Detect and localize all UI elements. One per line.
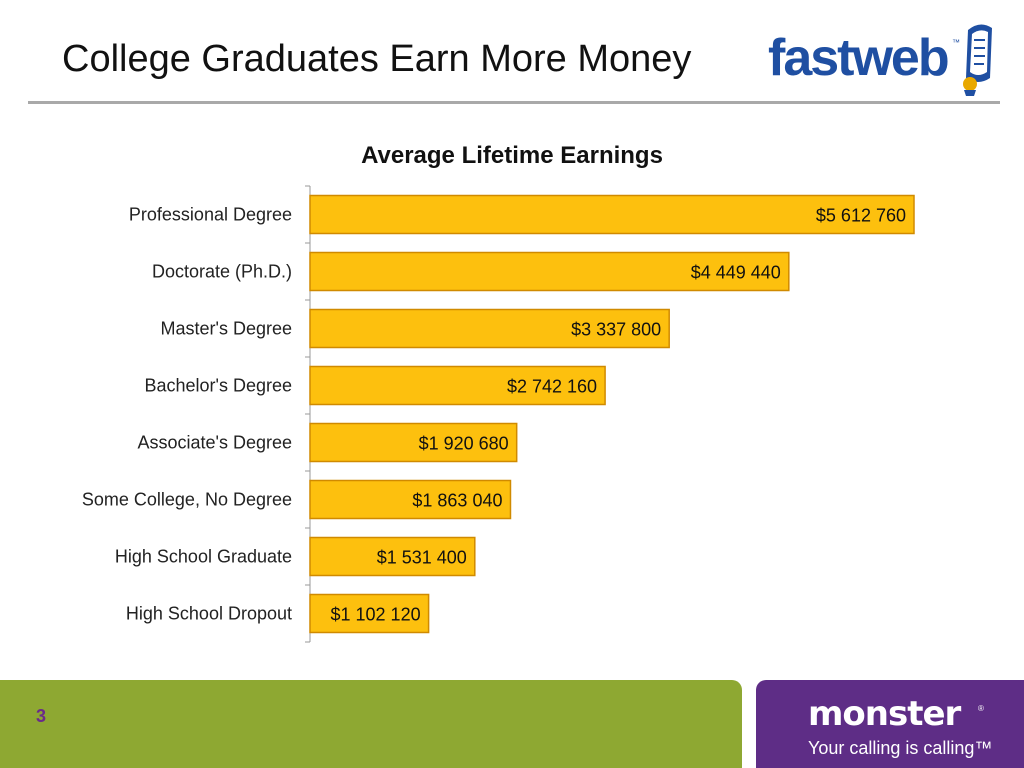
bar bbox=[309, 194, 915, 235]
footer-green-band bbox=[0, 680, 742, 768]
category-label: High School Graduate bbox=[115, 547, 292, 567]
data-label: $1 920 680 bbox=[419, 434, 509, 454]
slide-title: College Graduates Earn More Money bbox=[62, 38, 692, 80]
bar-chart: Average Lifetime Earnings Professional D… bbox=[0, 130, 1024, 660]
data-label: $4 449 440 bbox=[691, 263, 781, 283]
data-label: $2 742 160 bbox=[507, 377, 597, 397]
data-label: $1 863 040 bbox=[412, 491, 502, 511]
chart-plot: Professional Degree $5 612 760 Doctorate (… bbox=[82, 185, 915, 643]
category-label: Doctorate (Ph.D.) bbox=[152, 262, 292, 282]
bar bbox=[309, 308, 670, 349]
fastweb-logo: fastweb ™ bbox=[768, 18, 1004, 100]
fastweb-word-part2: web bbox=[852, 29, 949, 87]
footer-purple-band bbox=[756, 680, 1024, 768]
bar bbox=[309, 422, 518, 463]
scroll-icon bbox=[963, 24, 992, 96]
fastweb-trademark: ™ bbox=[952, 38, 960, 47]
category-label: Some College, No Degree bbox=[82, 490, 292, 510]
title-divider bbox=[28, 101, 1000, 104]
bar bbox=[309, 536, 476, 577]
category-label: Associate's Degree bbox=[137, 433, 292, 453]
monster-logo: monster bbox=[808, 694, 961, 734]
page-number: 3 bbox=[36, 706, 47, 726]
category-label: Bachelor's Degree bbox=[144, 376, 292, 396]
bar bbox=[309, 365, 606, 406]
bar bbox=[309, 593, 430, 634]
category-label: Master's Degree bbox=[161, 319, 292, 339]
bar bbox=[309, 251, 790, 292]
category-label: Professional Degree bbox=[129, 205, 292, 225]
fastweb-wordmark: fastweb bbox=[768, 29, 950, 87]
category-label: High School Dropout bbox=[126, 604, 292, 624]
monster-registered-mark: ® bbox=[978, 704, 984, 713]
data-label: $5 612 760 bbox=[816, 206, 906, 226]
bar bbox=[309, 479, 512, 520]
chart-title: Average Lifetime Earnings bbox=[361, 142, 663, 169]
data-label: $1 102 120 bbox=[331, 605, 421, 625]
monster-tagline: Your calling is calling™ bbox=[808, 738, 993, 758]
data-label: $1 531 400 bbox=[377, 548, 467, 568]
data-label: $3 337 800 bbox=[571, 320, 661, 340]
fastweb-word-part1: fast bbox=[768, 29, 854, 87]
